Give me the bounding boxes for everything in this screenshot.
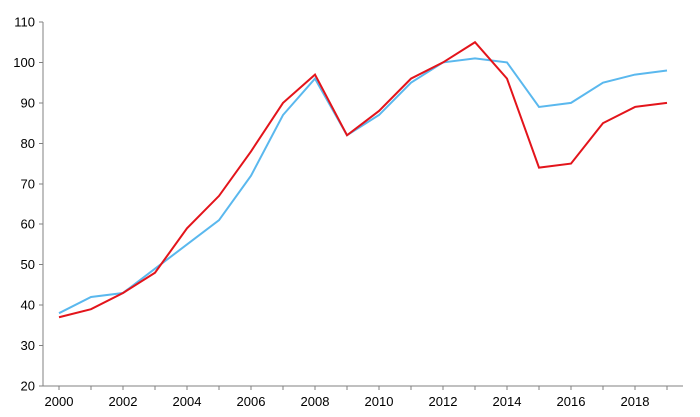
y-tick-label: 60 [21, 217, 35, 232]
y-tick-label: 100 [13, 55, 35, 70]
x-tick-label: 2002 [109, 394, 138, 409]
series-2 [58, 40, 668, 319]
y-tick-label: 110 [14, 15, 35, 30]
x-tick-label: 2008 [301, 394, 330, 409]
y-tick-label: 40 [21, 298, 35, 313]
x-tick-label: 2012 [429, 394, 458, 409]
y-tick-label: 50 [21, 257, 35, 272]
y-axis-ticks: 20 30 40 50 60 70 80 90 100 110 [13, 15, 43, 394]
y-tick-label: 20 [21, 379, 35, 394]
x-tick-label: 2006 [237, 394, 266, 409]
x-tick-label: 2004 [173, 394, 202, 409]
series-layer [58, 40, 668, 319]
series-2-line [58, 40, 668, 319]
x-tick-label: 2000 [45, 394, 74, 409]
x-tick-label: 2016 [557, 394, 586, 409]
y-tick-label: 30 [21, 338, 35, 353]
x-tick-label: 2010 [365, 394, 394, 409]
y-tick-label: 80 [21, 136, 35, 151]
y-tick-label: 70 [21, 176, 35, 191]
x-tick-label: 2018 [621, 394, 650, 409]
x-axis-ticks: 2000 2002 2004 2006 2008 2010 2012 2014 2016 2018 [45, 386, 668, 409]
y-tick-label: 90 [21, 95, 35, 110]
x-tick-label: 2014 [493, 394, 522, 409]
